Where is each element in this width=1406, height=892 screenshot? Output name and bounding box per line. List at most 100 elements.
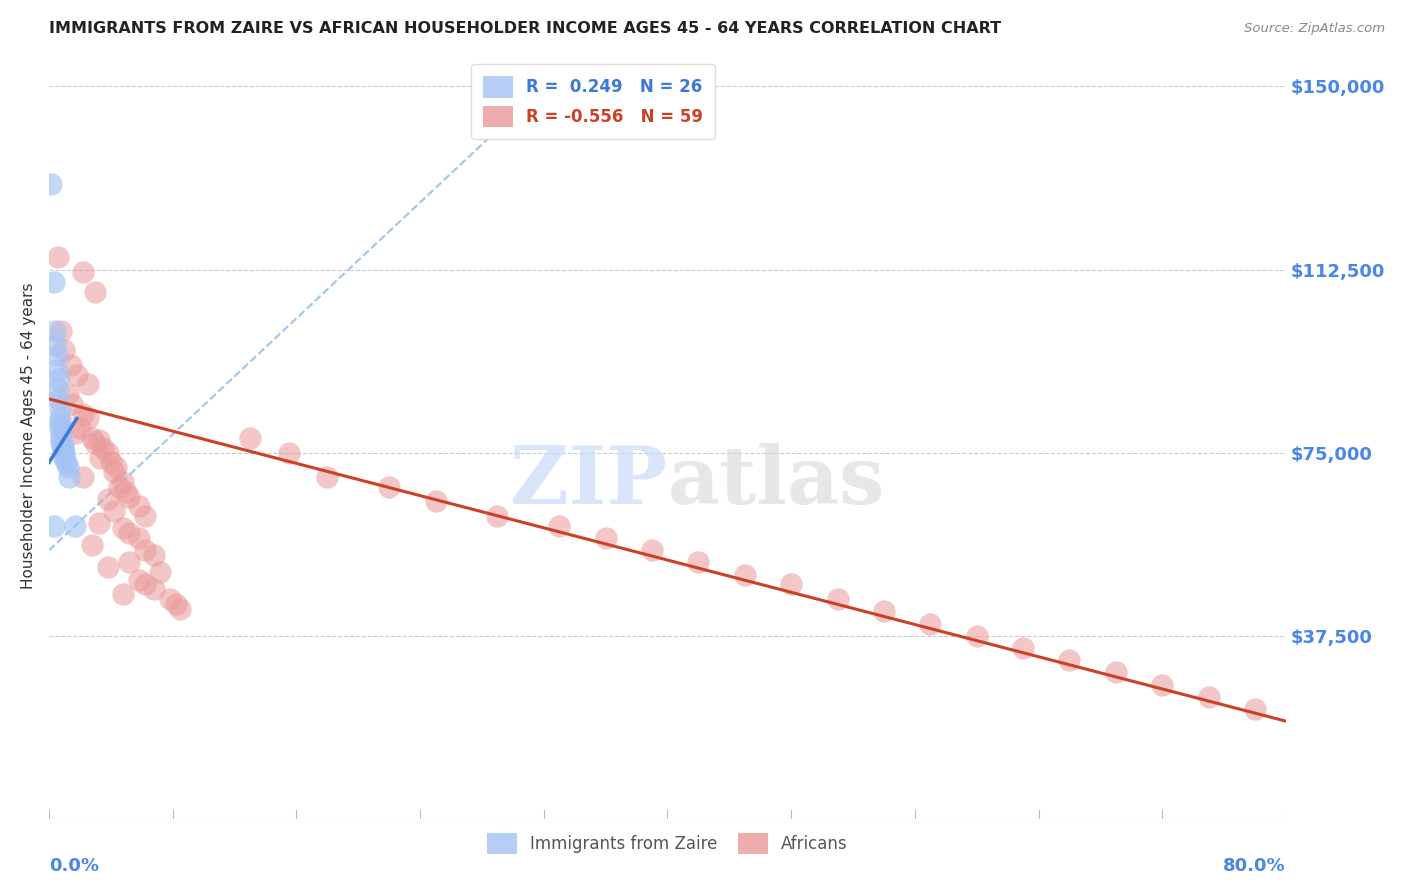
Point bbox=[780, 577, 803, 591]
Point bbox=[1244, 702, 1267, 716]
Point bbox=[84, 285, 107, 299]
Point bbox=[486, 509, 509, 524]
Point bbox=[827, 592, 849, 607]
Point bbox=[51, 435, 73, 450]
Point bbox=[46, 250, 69, 264]
Point bbox=[118, 526, 141, 541]
Point bbox=[49, 401, 72, 416]
Point bbox=[45, 348, 67, 362]
Point bbox=[52, 441, 75, 455]
Point bbox=[65, 426, 87, 441]
Point bbox=[52, 443, 75, 458]
Point bbox=[44, 338, 66, 352]
Point bbox=[1012, 640, 1035, 655]
Point bbox=[128, 531, 150, 545]
Point bbox=[42, 275, 65, 289]
Point bbox=[72, 407, 94, 421]
Point bbox=[1198, 690, 1220, 704]
Point bbox=[69, 421, 91, 435]
Point bbox=[149, 566, 172, 580]
Point bbox=[112, 521, 135, 535]
Point bbox=[165, 597, 187, 611]
Point bbox=[641, 543, 664, 558]
Point bbox=[42, 519, 65, 533]
Text: atlas: atlas bbox=[668, 442, 884, 521]
Point bbox=[107, 480, 129, 494]
Point bbox=[49, 411, 72, 425]
Point bbox=[134, 543, 156, 558]
Text: ZIP: ZIP bbox=[510, 442, 668, 521]
Point bbox=[76, 377, 98, 392]
Point bbox=[60, 397, 83, 411]
Text: 0.0%: 0.0% bbox=[49, 857, 98, 875]
Point bbox=[66, 368, 89, 382]
Point bbox=[65, 519, 87, 533]
Point bbox=[1059, 653, 1081, 667]
Point bbox=[966, 629, 988, 643]
Point bbox=[51, 431, 73, 445]
Point bbox=[595, 531, 617, 545]
Point bbox=[112, 475, 135, 489]
Text: IMMIGRANTS FROM ZAIRE VS AFRICAN HOUSEHOLDER INCOME AGES 45 - 64 YEARS CORRELATI: IMMIGRANTS FROM ZAIRE VS AFRICAN HOUSEHO… bbox=[49, 21, 1001, 36]
Point bbox=[104, 460, 127, 475]
Point bbox=[55, 455, 77, 469]
Y-axis label: Householder Income Ages 45 - 64 years: Householder Income Ages 45 - 64 years bbox=[21, 282, 35, 589]
Point bbox=[100, 455, 122, 469]
Point bbox=[128, 573, 150, 587]
Point bbox=[1105, 665, 1128, 680]
Point bbox=[118, 490, 141, 504]
Point bbox=[46, 392, 69, 406]
Point bbox=[143, 582, 166, 597]
Point bbox=[56, 387, 79, 401]
Point bbox=[45, 362, 67, 376]
Point bbox=[52, 438, 75, 452]
Point bbox=[59, 358, 82, 372]
Text: Source: ZipAtlas.com: Source: ZipAtlas.com bbox=[1244, 22, 1385, 36]
Point bbox=[72, 470, 94, 484]
Point bbox=[103, 504, 125, 518]
Point bbox=[143, 548, 166, 562]
Point bbox=[53, 445, 76, 459]
Point bbox=[44, 324, 66, 338]
Point bbox=[49, 421, 72, 435]
Point bbox=[97, 560, 120, 574]
Point bbox=[548, 519, 571, 533]
Point bbox=[734, 567, 756, 582]
Point bbox=[89, 450, 111, 465]
Point bbox=[688, 556, 710, 570]
Text: 80.0%: 80.0% bbox=[1223, 857, 1286, 875]
Point bbox=[277, 445, 299, 459]
Point bbox=[97, 445, 120, 459]
Point bbox=[134, 577, 156, 591]
Point bbox=[53, 450, 76, 465]
Point bbox=[84, 435, 107, 450]
Point bbox=[873, 604, 896, 618]
Point bbox=[316, 470, 339, 484]
Point bbox=[134, 509, 156, 524]
Point bbox=[1291, 714, 1313, 728]
Point bbox=[103, 465, 125, 479]
Point bbox=[82, 431, 104, 445]
Point bbox=[87, 434, 110, 448]
Point bbox=[82, 538, 104, 552]
Point bbox=[159, 592, 181, 607]
Point bbox=[58, 470, 80, 484]
Point bbox=[128, 500, 150, 514]
Point bbox=[169, 602, 191, 616]
Point bbox=[425, 494, 447, 508]
Point bbox=[1152, 677, 1174, 691]
Point bbox=[239, 431, 262, 445]
Point bbox=[46, 382, 69, 396]
Point bbox=[51, 426, 73, 441]
Point bbox=[920, 616, 942, 631]
Point bbox=[76, 411, 98, 425]
Point bbox=[118, 556, 141, 570]
Point bbox=[87, 516, 110, 531]
Point bbox=[49, 417, 72, 431]
Legend: Immigrants from Zaire, Africans: Immigrants from Zaire, Africans bbox=[477, 822, 858, 864]
Point bbox=[97, 491, 120, 506]
Point bbox=[41, 177, 63, 191]
Point bbox=[115, 484, 138, 499]
Point bbox=[56, 460, 79, 475]
Point bbox=[72, 265, 94, 279]
